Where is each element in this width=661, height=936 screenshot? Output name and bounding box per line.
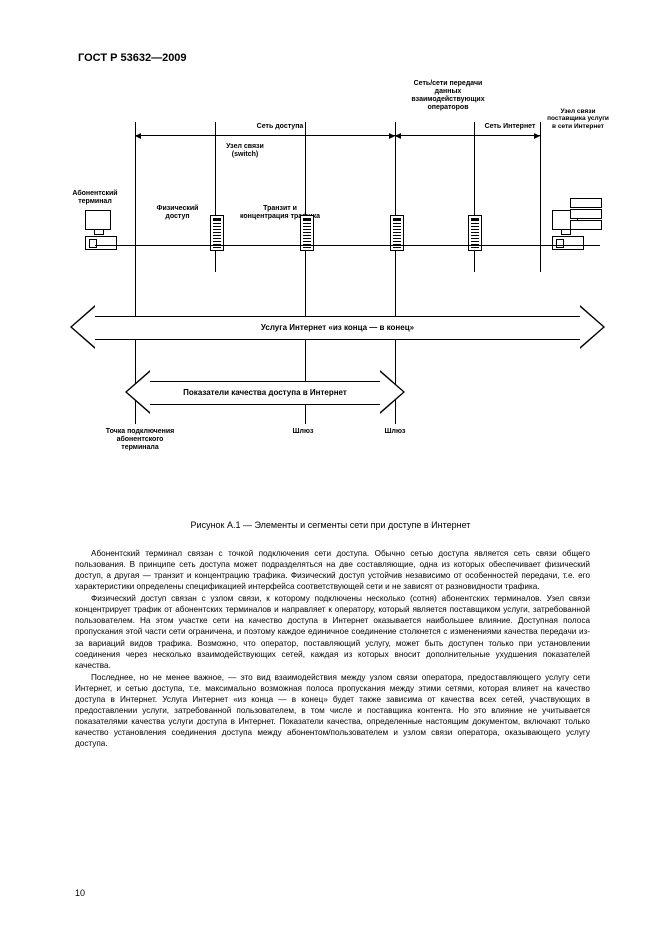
switch-label: Узел связи (switch) <box>215 143 275 159</box>
figure-caption: Рисунок А.1 — Элементы и сегменты сети п… <box>0 520 661 530</box>
span-access-label: Сеть доступа <box>225 123 335 131</box>
terminal-label: Абонентский терминал <box>65 190 125 206</box>
phys-access-label: Физический доступ <box>150 205 205 221</box>
bottom-shluz2-label: Шлюз <box>375 428 415 436</box>
body-text: Абонентский терминал связан с точкой под… <box>75 548 590 750</box>
equipment-line <box>95 245 600 246</box>
vline-1 <box>135 122 136 272</box>
span-arrow-access <box>135 135 395 136</box>
paragraph-3: Последнее, но не менее важное, — это вид… <box>75 672 590 749</box>
end-to-end-arrow: Услуга Интернет «из конца — в конец» <box>70 305 605 349</box>
top-operators-label: Сеть/сети передачи данных взаимодействую… <box>403 80 493 112</box>
bottom-tp-label: Точка подключения абонентского терминала <box>105 428 175 452</box>
provider-label: Узел связи поставщика услуги в сети Инте… <box>547 108 609 130</box>
vline-6 <box>540 122 541 272</box>
span-internet-label: Сеть Интернет <box>470 123 550 131</box>
bottom-shluz1-label: Шлюз <box>283 428 323 436</box>
server-stack-icon <box>570 198 602 231</box>
quality-label: Показатели качества доступа в Интернет <box>150 381 380 405</box>
terminal-icon <box>85 210 117 250</box>
network-diagram: Сеть/сети передачи данных взаимодействую… <box>70 80 610 510</box>
paragraph-2: Физический доступ связан с узлом связи, … <box>75 593 590 670</box>
page-number: 10 <box>75 888 85 898</box>
doc-header: ГОСТ Р 53632—2009 <box>78 52 187 64</box>
paragraph-1: Абонентский терминал связан с точкой под… <box>75 548 590 592</box>
span-arrow-internet <box>395 135 540 136</box>
end-to-end-label: Услуга Интернет «из конца — в конец» <box>95 316 580 340</box>
quality-arrow: Показатели качества доступа в Интернет <box>125 370 405 414</box>
